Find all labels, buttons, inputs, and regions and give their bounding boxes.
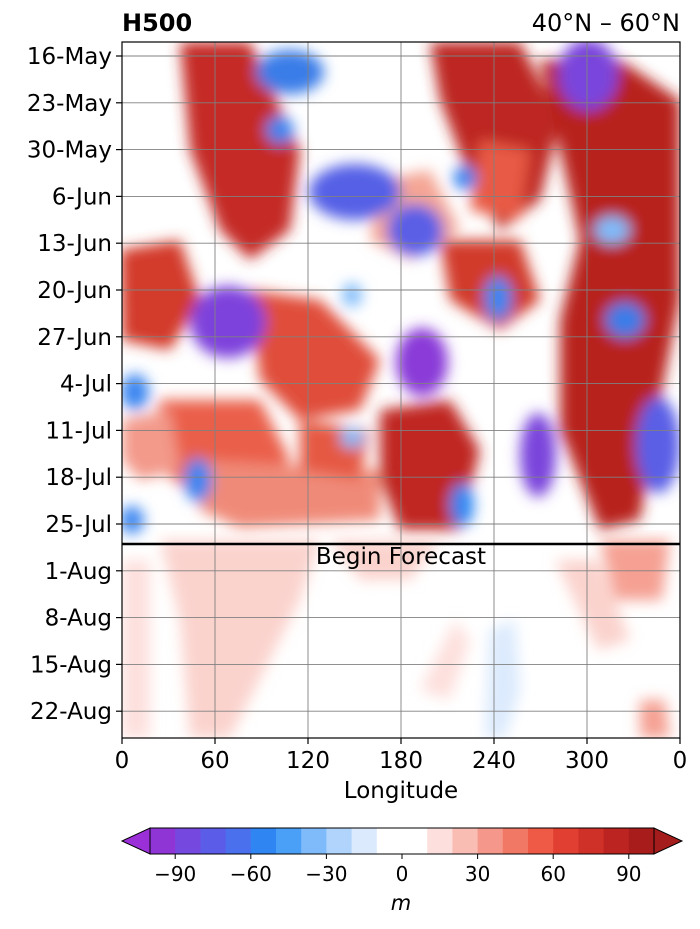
negative-anomaly [450,483,474,527]
negative-anomaly [484,276,512,320]
negative-anomaly [340,428,364,448]
negative-anomaly [605,302,645,338]
negative-anomaly [594,216,630,244]
gridlines [121,42,681,738]
y-tick-label: 11-Jul [45,418,112,444]
y-axis: 16-May 23-May 30-May 6-Jun 13-Jun 20-Jun 27-Ju… [27,44,122,725]
colorbar-unit: m [391,891,411,915]
positive-anomaly [330,540,440,580]
colorbar-swatch [427,828,453,854]
positive-anomaly [470,140,530,220]
colorbar-swatch [528,828,554,854]
negative-anomaly [520,413,556,497]
y-tick-label: 20-Jun [37,278,112,304]
colorbar-swatch [502,828,529,854]
x-tick-label: 240 [472,748,516,774]
colorbar-swatch [200,828,227,854]
colorbar-tick-label: 60 [540,862,565,886]
negative-anomaly [256,50,324,94]
colorbar-swatch [578,828,605,854]
negative-anomaly [122,374,149,410]
y-tick-label: 18-Jul [45,465,112,491]
positive-anomaly [160,540,320,738]
negative-anomaly [636,397,680,493]
colorbar-swatch [628,828,655,854]
colorbar-swatch [250,828,277,854]
y-tick-label: 8-Aug [45,606,112,632]
positive-anomaly [180,42,300,260]
colorbar-swatch [553,828,579,854]
negative-anomaly [387,204,443,256]
y-tick-label: 6-Jun [52,184,112,210]
title-right: 40°N – 60°N [532,9,680,37]
y-tick-label: 4-Jul [60,372,112,398]
positive-anomaly [420,620,470,700]
colorbar-swatch [477,828,504,854]
y-tick-label: 15-Aug [30,652,112,678]
negative-anomaly [190,286,266,358]
positive-anomaly [430,42,560,230]
negative-anomaly [396,328,448,396]
colorbar-swatch [452,828,479,854]
colorbar-tick-label: −90 [154,862,196,886]
positive-anomaly [122,560,150,738]
y-tick-label: 30-May [27,138,112,164]
y-tick-label: 1-Aug [45,559,112,585]
colorbar-under-triangle [120,827,151,855]
title-left: H500 [122,9,192,37]
x-tick-label: 120 [286,748,330,774]
negative-anomaly [266,116,294,144]
colorbar-swatch [225,828,252,854]
negative-anomaly [309,164,401,220]
positive-anomaly [555,560,630,650]
colorbar-swatch [603,828,630,854]
colorbar-over-triangle [653,827,684,855]
colorbar: −90 −60 −30 0 30 60 90 [120,827,684,886]
x-tick-label: 0 [115,748,130,774]
colorbar-swatch [276,828,302,854]
forecast-label: Begin Forecast [316,544,486,570]
colorbar-swatch [351,828,378,854]
observed-field [122,42,680,534]
y-tick-label: 13-Jun [37,231,112,257]
y-tick-label: 27-Jun [37,325,112,351]
negative-anomaly [122,506,144,534]
positive-anomaly [122,240,200,350]
negative-anomaly [453,166,477,190]
y-tick-label: 16-May [27,44,112,70]
x-axis-label: Longitude [344,778,458,804]
colorbar-tick-label: 0 [396,862,409,886]
colorbar-swatch [301,828,327,854]
negative-anomaly [184,458,212,502]
positive-anomaly [300,420,370,480]
y-tick-label: 23-May [27,91,112,117]
colorbar-swatch [175,828,201,854]
x-axis: 0 60 120 180 240 300 0 [115,738,688,774]
positive-anomaly [640,700,670,738]
positive-anomaly [600,540,670,600]
colorbar-swatch [326,828,353,854]
colorbar-tick-label: 90 [616,862,641,886]
positive-anomaly [250,290,380,420]
x-tick-label: 0 [673,748,688,774]
negative-anomaly [558,42,618,111]
x-tick-label: 300 [565,748,609,774]
x-tick-label: 180 [379,748,423,774]
y-tick-label: 25-Jul [45,512,112,538]
colorbar-tick-label: −30 [305,862,347,886]
negative-anomaly [342,283,362,307]
x-tick-label: 60 [200,748,229,774]
colorbar-swatch [376,828,428,854]
positive-anomaly [122,410,180,480]
colorbar-tick-label: 30 [465,862,490,886]
colorbar-swatch [150,828,176,854]
heatmap-field [122,42,680,738]
y-tick-label: 22-Aug [30,699,112,725]
colorbar-tick-label: −60 [230,862,272,886]
